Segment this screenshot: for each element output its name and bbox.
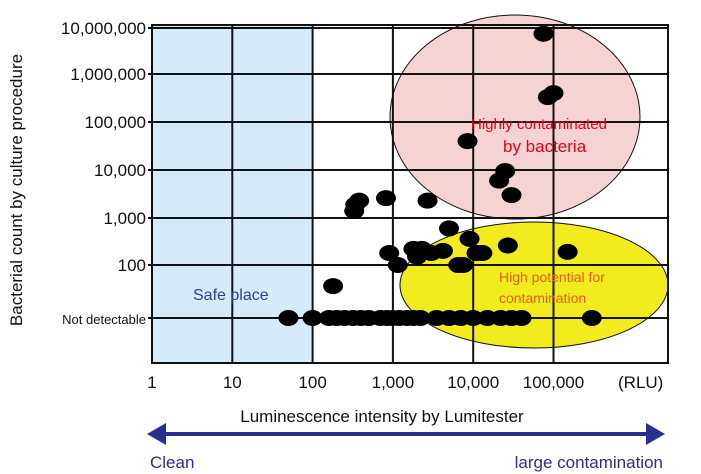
data-point: [432, 242, 453, 259]
data-point: [323, 278, 344, 295]
y-tick-label: Not detectable: [62, 312, 146, 327]
grid-lines: [148, 25, 668, 363]
data-point: [472, 245, 493, 262]
data-point: [379, 245, 400, 262]
data-point: [511, 310, 532, 326]
clean-label: Clean: [150, 453, 194, 472]
plot-frame: [151, 24, 669, 364]
high-potential-label-line1: High potential for: [499, 269, 605, 285]
clean-to-contamination-arrow: [147, 423, 665, 445]
y-tick-label: 10,000: [94, 161, 146, 180]
data-point: [349, 192, 370, 209]
x-unit-label: (RLU): [618, 373, 663, 392]
high-potential-label-line2: contamination: [499, 290, 586, 306]
data-point: [533, 25, 554, 42]
data-point: [417, 192, 438, 209]
data-point: [495, 163, 516, 180]
data-point: [501, 187, 522, 204]
data-point: [543, 85, 564, 102]
y-tick-label: 1,000,000: [70, 65, 146, 84]
highly-contaminated-label-line1: Highly contaminated: [471, 116, 607, 133]
data-point: [410, 310, 431, 326]
data-point: [439, 220, 460, 237]
data-point: [387, 257, 408, 273]
x-tick-label: 10,000: [447, 373, 499, 392]
safe-place-label: Safe place: [193, 287, 269, 304]
data-point: [463, 310, 484, 326]
x-tick-label: 100,000: [523, 373, 584, 392]
data-point: [581, 310, 602, 326]
y-tick-label: 1,000: [103, 209, 146, 228]
x-tick-label: 1,000: [372, 373, 415, 392]
data-point: [557, 243, 578, 260]
high-potential-region: [399, 221, 669, 349]
y-tick-label: 100,000: [85, 113, 146, 132]
highly-contaminated-label-line2: by bacteria: [503, 137, 587, 156]
y-axis-title: Bacterial count by culture procedure: [7, 54, 26, 326]
y-tick-label: 10,000,000: [61, 19, 146, 38]
data-point: [497, 237, 518, 254]
x-axis-title: Luminescence intensity by Lumitester: [240, 407, 524, 426]
data-point: [278, 310, 299, 326]
data-point: [457, 133, 478, 150]
x-tick-label: 1: [147, 373, 156, 392]
y-tick-labels: 10,000,000 1,000,000 100,000 10,000 1,000 100…: [61, 19, 146, 327]
x-tick-label: 100: [298, 373, 326, 392]
x-tick-labels: 1 10 100 1,000 10,000 100,000: [147, 373, 584, 392]
large-contamination-label: large contamination: [515, 453, 663, 472]
data-point: [375, 190, 396, 207]
data-point: [459, 230, 480, 247]
x-tick-label: 10: [223, 373, 242, 392]
data-point: [302, 310, 323, 326]
data-points: [278, 25, 602, 326]
data-point: [453, 257, 474, 273]
y-tick-label: 100: [118, 256, 146, 275]
